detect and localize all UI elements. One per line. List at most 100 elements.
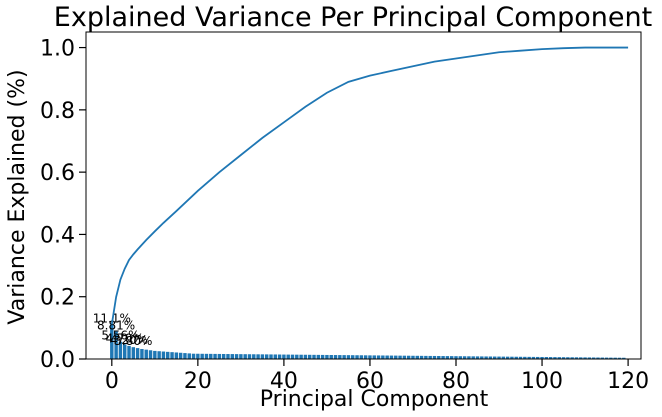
bar-pc-76 xyxy=(437,356,441,359)
chart-title: Explained Variance Per Principal Compone… xyxy=(54,2,652,33)
bar-pc-33 xyxy=(252,354,256,359)
bar-pc-109 xyxy=(579,357,583,359)
bar-pc-94 xyxy=(514,356,518,359)
bar-pc-21 xyxy=(200,353,204,359)
bar-pc-6 xyxy=(135,348,140,359)
bar-pc-81 xyxy=(458,356,463,359)
bar-pc-71 xyxy=(415,355,419,359)
bar-pc-79 xyxy=(449,356,454,359)
bar-pc-91 xyxy=(501,356,506,359)
bar-pc-97 xyxy=(527,356,531,359)
bar-pc-23 xyxy=(209,353,213,359)
bar-pc-24 xyxy=(213,353,217,359)
bar-pc-117 xyxy=(613,357,617,359)
bar-pc-67 xyxy=(398,355,402,359)
bar-pc-11 xyxy=(157,351,161,359)
bar-pc-37 xyxy=(269,354,273,359)
bar-pc-43 xyxy=(295,354,299,359)
bar-pc-86 xyxy=(480,356,484,359)
bar-series xyxy=(110,324,626,359)
bar-pc-39 xyxy=(277,354,282,359)
bar-pc-54 xyxy=(342,355,346,359)
bar-pc-22 xyxy=(204,353,209,359)
bar-pc-115 xyxy=(604,357,609,359)
bar-pc-56 xyxy=(351,355,355,359)
y-tick-label: 0.0 xyxy=(40,348,75,373)
bar-pc-75 xyxy=(432,355,437,359)
x-axis-ticks: 0 20 40 60 80 100 120 xyxy=(105,359,649,394)
bar-pc-26 xyxy=(221,353,226,359)
bar-pc-85 xyxy=(475,356,480,359)
bar-pc-62 xyxy=(376,355,381,359)
bar-pc-61 xyxy=(372,355,376,359)
bar-pc-46 xyxy=(308,354,312,359)
bar-pc-90 xyxy=(497,356,501,359)
y-axis-ticks: 0.0 0.2 0.4 0.6 0.8 1.0 xyxy=(40,37,86,373)
bar-pc-83 xyxy=(467,356,471,359)
bar-pc-40 xyxy=(282,354,286,359)
bar-pc-93 xyxy=(510,356,514,359)
bar-pc-35 xyxy=(260,354,265,359)
bar-pc-2 xyxy=(118,341,123,359)
bar-pc-82 xyxy=(462,356,467,359)
bar-pc-69 xyxy=(406,355,411,359)
bar-pc-92 xyxy=(505,356,510,359)
bar-pc-103 xyxy=(553,357,557,359)
bar-pc-29 xyxy=(234,354,239,359)
bar-pc-107 xyxy=(570,357,574,359)
x-tick-label: 40 xyxy=(270,369,298,394)
bar-pc-111 xyxy=(587,357,592,359)
bar-pc-31 xyxy=(243,354,247,359)
bar-pc-49 xyxy=(320,354,325,359)
bar-pc-63 xyxy=(381,355,385,359)
bar-pc-5 xyxy=(131,347,136,359)
bar-pc-84 xyxy=(471,356,475,359)
bar-pc-47 xyxy=(312,354,316,359)
x-axis-label: Principal Component xyxy=(260,387,489,412)
bar-pc-58 xyxy=(359,355,364,359)
bar-pc-64 xyxy=(385,355,389,359)
bar-pc-88 xyxy=(488,356,493,359)
bar-pc-50 xyxy=(325,354,329,359)
bar-pc-0 xyxy=(110,324,114,359)
y-tick-label: 0.6 xyxy=(40,161,75,186)
bar-pc-66 xyxy=(394,355,398,359)
x-tick-label: 0 xyxy=(105,369,119,394)
plot-frame xyxy=(85,31,642,360)
bar-pc-25 xyxy=(217,353,222,359)
bar-pc-110 xyxy=(583,357,587,359)
bar-pc-59 xyxy=(363,355,368,359)
bar-pc-73 xyxy=(424,355,428,359)
bar-pc-36 xyxy=(264,354,269,359)
x-tick-label: 60 xyxy=(356,369,384,394)
bar-pc-104 xyxy=(557,357,561,359)
bar-label-pc-2: 5.56% xyxy=(101,329,139,343)
bar-pc-119 xyxy=(622,357,626,359)
bar-pc-106 xyxy=(566,357,570,359)
bar-pc-1 xyxy=(114,331,118,359)
bar-pc-96 xyxy=(523,356,527,359)
bar-pc-15 xyxy=(174,352,179,359)
x-tick-label: 80 xyxy=(442,369,470,394)
bar-pc-52 xyxy=(333,355,338,359)
bar-pc-114 xyxy=(600,357,604,359)
x-tick-label: 100 xyxy=(521,369,563,394)
bar-pc-16 xyxy=(178,352,183,359)
bar-pc-108 xyxy=(574,357,579,359)
y-axis-label: Variance Explained (%) xyxy=(5,69,30,324)
bar-pc-57 xyxy=(355,355,359,359)
bar-pc-27 xyxy=(226,354,230,359)
bar-pc-78 xyxy=(445,356,450,359)
bar-pc-118 xyxy=(617,357,622,359)
bar-pc-17 xyxy=(183,353,187,359)
bar-label-pc-0: 11.1% xyxy=(93,311,131,325)
bar-pc-87 xyxy=(484,356,488,359)
bar-pc-53 xyxy=(338,355,342,359)
bar-pc-89 xyxy=(493,356,497,359)
bar-pc-34 xyxy=(256,354,260,359)
bar-pc-30 xyxy=(239,354,243,359)
bar-pc-48 xyxy=(316,354,321,359)
bar-pc-32 xyxy=(247,354,252,359)
bar-pc-100 xyxy=(540,356,544,359)
